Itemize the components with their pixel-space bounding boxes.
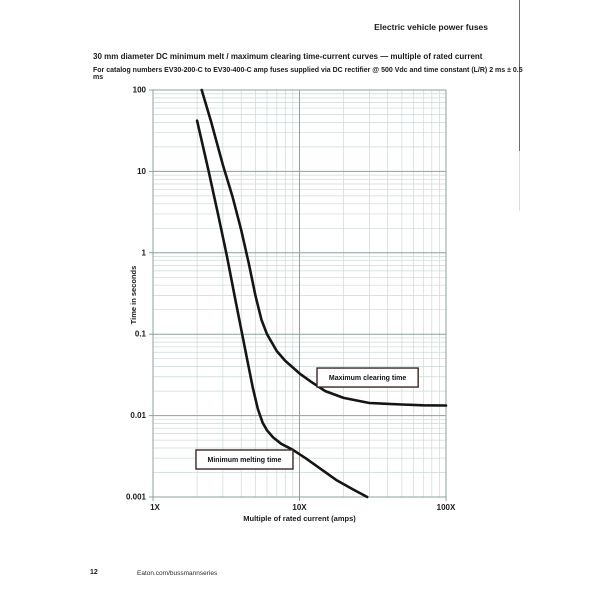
page-number: 12 [90,569,98,576]
y-tick-label: 1 [142,248,147,257]
curve-maximum-clearing-time [200,88,448,407]
y-tick-label: 0.1 [135,330,147,339]
y-axis-title: Time in seconds [129,266,138,325]
page-edge-rule [519,0,520,151]
annotation-label: Maximum clearing time [329,375,407,382]
x-tick-label: 100X [437,503,456,512]
chart-title: 30 mm diameter DC minimum melt / maximum… [93,52,483,61]
chart-subtitle: For catalog numbers EV30-200-C to EV30-4… [93,67,523,81]
y-tick-label: 100 [133,86,147,95]
page-header-title: Electric vehicle power fuses [374,22,488,32]
x-tick-label: 1X [150,503,160,512]
y-tick-label: 0.01 [130,411,146,420]
y-tick-label: 0.001 [126,493,147,502]
minor-gridlines [153,90,446,497]
annotation-label: Minimum melting time [208,457,282,464]
y-tick-label: 10 [137,167,146,176]
x-axis-title: Multiple of rated current (amps) [243,514,356,523]
annotation-box [195,449,294,470]
annotation-box [316,367,419,388]
curve-minimum-melting-time [195,119,369,499]
footer-website: Eaton.com/bussmannseries [137,570,218,577]
plot-border [152,89,447,498]
x-tick-label: 10X [292,503,307,512]
page-edge-rule-faint [519,151,520,211]
